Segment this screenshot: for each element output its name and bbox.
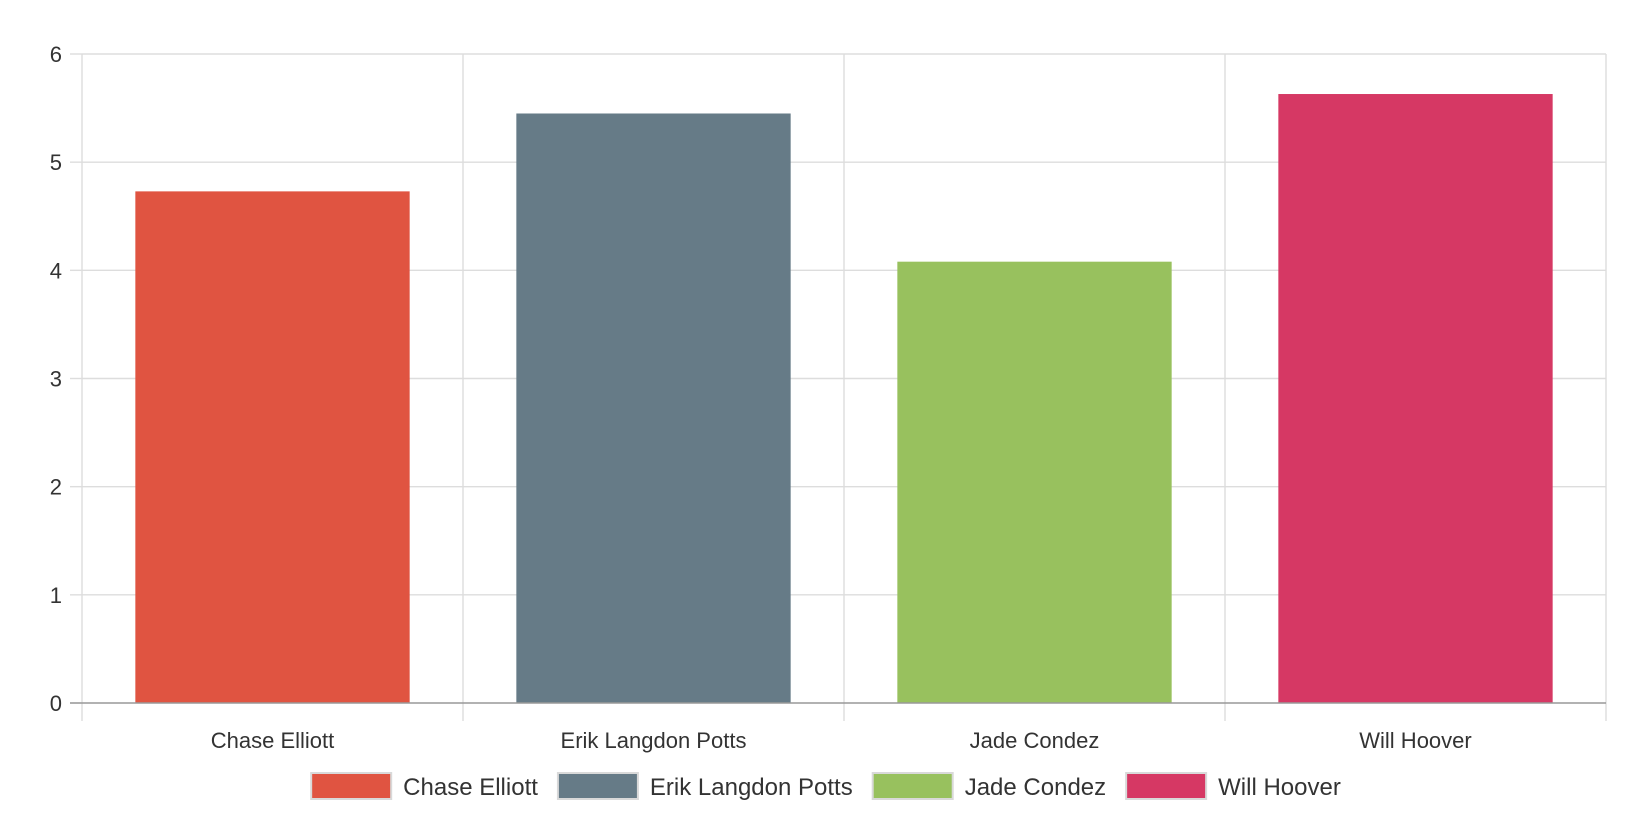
legend-swatch <box>1125 772 1208 800</box>
legend-swatch <box>871 772 954 800</box>
legend: Chase Elliott Erik Langdon Potts Jade Cond… <box>310 772 1341 801</box>
legend-label: Jade Condez <box>965 774 1106 801</box>
y-tick-label: 6 <box>50 42 62 67</box>
bar-jade-condez <box>897 261 1172 703</box>
bar-erik-langdon-potts <box>516 113 791 703</box>
bars <box>135 94 1553 703</box>
x-tick-label: Chase Elliott <box>211 728 335 753</box>
y-tick-label: 5 <box>50 150 62 175</box>
bar-chase-elliott <box>135 191 410 703</box>
y-tick-label: 1 <box>50 583 62 608</box>
y-tick-label: 4 <box>50 258 62 283</box>
axes: 0 1 2 3 4 5 6 Chase Elliott Erik Langdon Potts Ja… <box>50 42 1606 753</box>
x-tick-label: Jade Condez <box>970 728 1100 753</box>
y-tick-label: 3 <box>50 367 62 392</box>
y-tick-label: 2 <box>50 475 62 500</box>
legend-label: Chase Elliott <box>403 774 538 801</box>
legend-label: Erik Langdon Potts <box>650 774 853 801</box>
legend-swatch <box>556 772 639 800</box>
x-tick-label: Erik Langdon Potts <box>561 728 747 753</box>
legend-label: Will Hoover <box>1218 774 1341 801</box>
legend-swatch <box>310 772 393 800</box>
bar-will-hoover <box>1278 94 1553 703</box>
y-tick-label: 0 <box>50 691 62 716</box>
x-tick-label: Will Hoover <box>1359 728 1471 753</box>
